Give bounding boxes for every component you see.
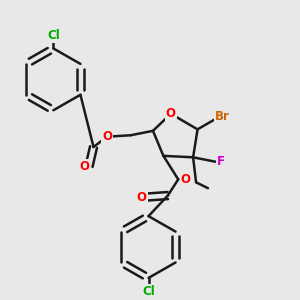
Text: O: O [80, 160, 90, 172]
Text: Br: Br [214, 110, 230, 123]
Text: Cl: Cl [142, 285, 155, 298]
Text: Cl: Cl [47, 29, 60, 42]
Text: F: F [217, 155, 225, 168]
Text: O: O [102, 130, 112, 143]
Text: O: O [166, 107, 176, 120]
Text: O: O [137, 190, 147, 203]
Text: O: O [181, 173, 191, 186]
